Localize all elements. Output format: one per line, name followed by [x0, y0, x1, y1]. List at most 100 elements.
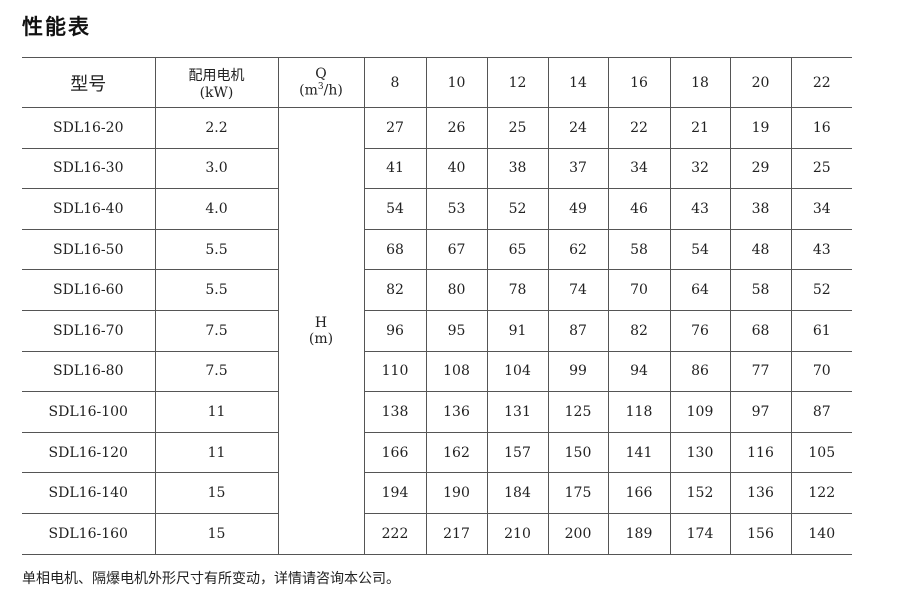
model-cell: SDL16-160 — [22, 512, 156, 555]
performance-table: 型号 配用电机 (kW) Q (m3/h) 8 10 12 14 16 18 20 22 SDL1… — [22, 57, 852, 555]
head-value-cell: 54 — [363, 188, 427, 230]
head-value-cell: 86 — [669, 350, 731, 393]
head-value-cell: 82 — [607, 309, 671, 352]
head-value-cell: 96 — [363, 309, 427, 352]
head-value-cell: 152 — [669, 472, 731, 514]
head-value-cell: 48 — [729, 228, 792, 271]
head-value-cell: 125 — [547, 391, 609, 433]
head-value-cell: 194 — [363, 472, 427, 514]
head-value-cell: 166 — [363, 431, 427, 474]
header-flow-label: Q — [315, 66, 327, 83]
table-row: SDL16-60 5.5 82 80 78 74 70 64 58 52 — [22, 269, 852, 311]
head-label-cell: H (m) — [277, 107, 365, 555]
model-cell: SDL16-20 — [22, 107, 156, 149]
header-flow-value: 8 — [363, 57, 427, 108]
head-value-cell: 62 — [547, 228, 609, 271]
head-value-cell: 190 — [425, 472, 488, 514]
head-label: H — [314, 314, 328, 331]
head-value-cell: 105 — [790, 431, 852, 474]
head-value-cell: 70 — [790, 350, 852, 393]
head-value-cell: 34 — [607, 147, 671, 190]
head-value-cell: 87 — [547, 309, 609, 352]
head-value-cell: 58 — [729, 269, 792, 311]
head-value-cell: 46 — [607, 188, 671, 230]
motor-power-cell: 5.5 — [154, 269, 279, 311]
head-value-cell: 95 — [425, 309, 488, 352]
head-value-cell: 136 — [729, 472, 792, 514]
head-value-cell: 140 — [790, 512, 852, 555]
motor-power-cell: 7.5 — [154, 309, 279, 352]
head-value-cell: 175 — [547, 472, 609, 514]
model-cell: SDL16-40 — [22, 188, 156, 230]
model-cell: SDL16-60 — [22, 269, 156, 311]
head-value-cell: 54 — [669, 228, 731, 271]
head-value-cell: 65 — [486, 228, 549, 271]
head-value-cell: 68 — [729, 309, 792, 352]
table-row: SDL16-160 15 222 217 210 200 189 174 156 140 — [22, 512, 852, 555]
head-value-cell: 210 — [486, 512, 549, 555]
head-value-cell: 174 — [669, 512, 731, 555]
head-value-cell: 43 — [790, 228, 852, 271]
head-value-cell: 217 — [425, 512, 488, 555]
head-value-cell: 166 — [607, 472, 671, 514]
head-value-cell: 80 — [425, 269, 488, 311]
model-cell: SDL16-100 — [22, 391, 156, 433]
head-value-cell: 157 — [486, 431, 549, 474]
head-value-cell: 26 — [425, 107, 488, 149]
head-value-cell: 22 — [607, 107, 671, 149]
header-motor-label: 配用电机 — [188, 67, 245, 84]
head-value-cell: 82 — [363, 269, 427, 311]
model-cell: SDL16-140 — [22, 472, 156, 514]
head-value-cell: 34 — [790, 188, 852, 230]
header-flow-unit: (m3/h) — [279, 82, 364, 99]
head-value-cell: 25 — [486, 107, 549, 149]
head-value-cell: 200 — [547, 512, 609, 555]
motor-power-cell: 3.0 — [154, 147, 279, 190]
head-value-cell: 78 — [486, 269, 549, 311]
head-value-cell: 19 — [729, 107, 792, 149]
head-value-cell: 67 — [425, 228, 488, 271]
table-row: SDL16-100 11 138 136 131 125 118 109 97 87 — [22, 391, 852, 433]
table-row: SDL16-20 2.2 H (m) 27 26 25 24 22 21 19 16 — [22, 107, 852, 555]
motor-power-cell: 15 — [154, 472, 279, 514]
head-value-cell: 27 — [363, 107, 427, 149]
head-value-cell: 25 — [790, 147, 852, 190]
head-value-cell: 118 — [607, 391, 671, 433]
head-value-cell: 52 — [486, 188, 549, 230]
head-value-cell: 24 — [547, 107, 609, 149]
page-title: 性能表 — [22, 15, 91, 39]
head-value-cell: 122 — [790, 472, 852, 514]
head-value-cell: 29 — [729, 147, 792, 190]
model-cell: SDL16-120 — [22, 431, 156, 474]
head-value-cell: 222 — [363, 512, 427, 555]
flow-unit-pre: (m — [299, 82, 318, 99]
table-row: SDL16-70 7.5 96 95 91 87 82 76 68 61 — [22, 309, 852, 352]
head-value-cell: 74 — [547, 269, 609, 311]
head-value-cell: 76 — [669, 309, 731, 352]
model-cell: SDL16-70 — [22, 309, 156, 352]
flow-unit-sup: 3 — [317, 82, 324, 93]
table-row: SDL16-30 3.0 41 40 38 37 34 32 29 25 — [22, 147, 852, 190]
head-value-cell: 156 — [729, 512, 792, 555]
head-value-cell: 40 — [425, 147, 488, 190]
table-row: SDL16-120 11 166 162 157 150 141 130 116 105 — [22, 431, 852, 474]
header-flow-value: 20 — [729, 57, 792, 108]
motor-power-cell: 7.5 — [154, 350, 279, 393]
header-flow-value: 12 — [486, 57, 549, 108]
head-value-cell: 104 — [486, 350, 549, 393]
head-value-cell: 70 — [607, 269, 671, 311]
head-value-cell: 184 — [486, 472, 549, 514]
header-flow-value: 18 — [669, 57, 731, 108]
head-value-cell: 110 — [363, 350, 427, 393]
head-value-cell: 109 — [669, 391, 731, 433]
motor-power-cell: 5.5 — [154, 228, 279, 271]
head-value-cell: 32 — [669, 147, 731, 190]
head-value-cell: 52 — [790, 269, 852, 311]
head-value-cell: 162 — [425, 431, 488, 474]
header-flow-value: 16 — [607, 57, 671, 108]
head-value-cell: 64 — [669, 269, 731, 311]
motor-power-cell: 4.0 — [154, 188, 279, 230]
head-value-cell: 41 — [363, 147, 427, 190]
footnote: 单相电机、隔爆电机外形尺寸有所变动，详情请咨询本公司。 — [22, 571, 400, 587]
header-flow-value: 14 — [547, 57, 609, 108]
